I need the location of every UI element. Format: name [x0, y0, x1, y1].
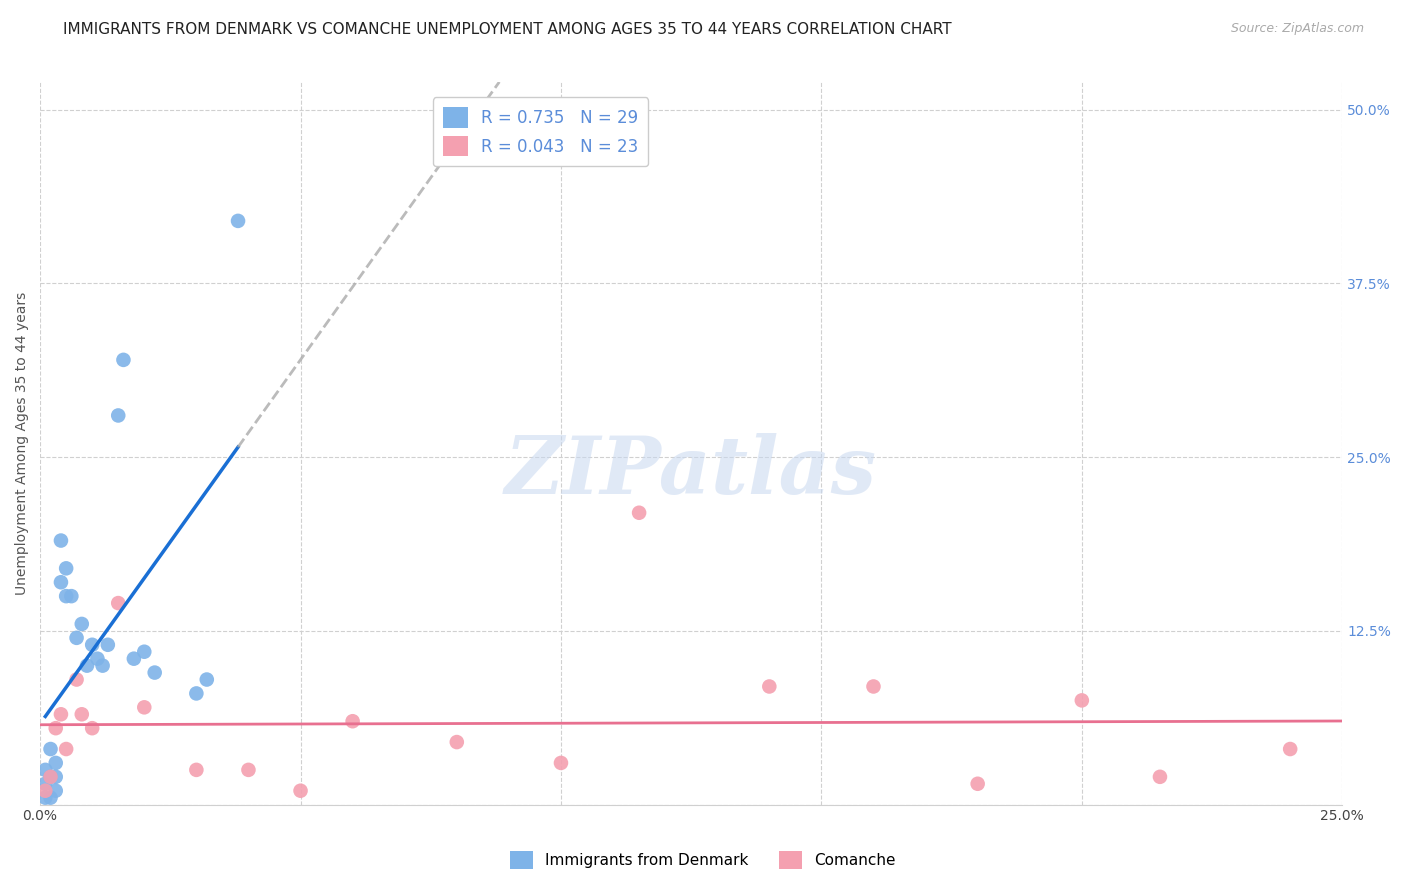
- Point: [342, 714, 364, 729]
- Point: [39, 742, 62, 756]
- Point: [238, 763, 260, 777]
- Point: [49, 575, 72, 590]
- Point: [143, 665, 166, 680]
- Point: [34, 783, 56, 797]
- Point: [134, 645, 156, 659]
- Point: [55, 742, 77, 756]
- Point: [195, 673, 218, 687]
- Point: [226, 214, 249, 228]
- Point: [34, 777, 56, 791]
- Point: [34, 763, 56, 777]
- Legend: Immigrants from Denmark, Comanche: Immigrants from Denmark, Comanche: [503, 845, 903, 875]
- Point: [134, 700, 156, 714]
- Point: [34, 790, 56, 805]
- Point: [1070, 693, 1092, 707]
- Point: [107, 596, 129, 610]
- Point: [65, 673, 87, 687]
- Point: [45, 721, 67, 735]
- Point: [107, 409, 129, 423]
- Point: [122, 651, 145, 665]
- Point: [186, 763, 208, 777]
- Point: [966, 777, 988, 791]
- Point: [49, 707, 72, 722]
- Point: [45, 783, 67, 797]
- Point: [1279, 742, 1302, 756]
- Point: [82, 638, 104, 652]
- Text: IMMIGRANTS FROM DENMARK VS COMANCHE UNEMPLOYMENT AMONG AGES 35 TO 44 YEARS CORRE: IMMIGRANTS FROM DENMARK VS COMANCHE UNEM…: [63, 22, 952, 37]
- Point: [186, 686, 208, 700]
- Point: [550, 756, 572, 770]
- Point: [91, 658, 114, 673]
- Point: [45, 756, 67, 770]
- Point: [39, 770, 62, 784]
- Point: [86, 651, 108, 665]
- Point: [39, 770, 62, 784]
- Point: [1149, 770, 1171, 784]
- Point: [39, 790, 62, 805]
- Y-axis label: Unemployment Among Ages 35 to 44 years: Unemployment Among Ages 35 to 44 years: [15, 292, 30, 595]
- Point: [70, 707, 93, 722]
- Point: [70, 616, 93, 631]
- Point: [76, 658, 98, 673]
- Point: [49, 533, 72, 548]
- Point: [862, 680, 884, 694]
- Point: [758, 680, 780, 694]
- Legend: R = 0.735   N = 29, R = 0.043   N = 23: R = 0.735 N = 29, R = 0.043 N = 23: [433, 97, 648, 167]
- Point: [112, 352, 135, 367]
- Point: [65, 631, 87, 645]
- Point: [628, 506, 651, 520]
- Point: [45, 770, 67, 784]
- Point: [55, 561, 77, 575]
- Point: [60, 589, 83, 603]
- Text: ZIPatlas: ZIPatlas: [505, 434, 877, 511]
- Point: [446, 735, 468, 749]
- Point: [290, 783, 312, 797]
- Point: [55, 589, 77, 603]
- Point: [97, 638, 120, 652]
- Point: [82, 721, 104, 735]
- Text: Source: ZipAtlas.com: Source: ZipAtlas.com: [1230, 22, 1364, 36]
